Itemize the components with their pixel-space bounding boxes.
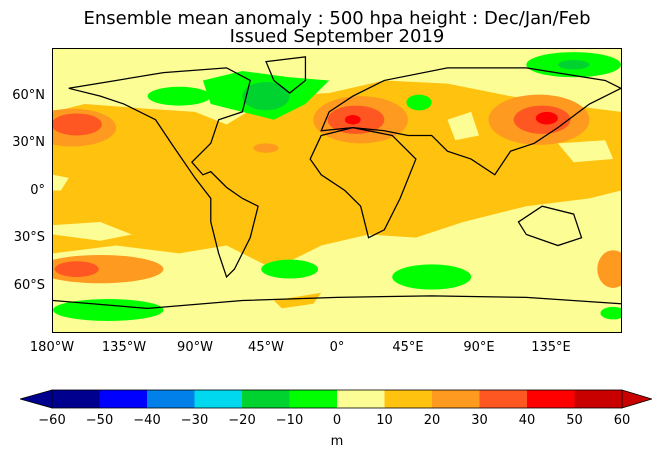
colorbar-segment: [194, 390, 243, 408]
lon-tick: 0°: [329, 340, 345, 355]
lon-tick: 45°E: [392, 340, 424, 355]
colorbar-tick-label: 60: [613, 413, 631, 428]
lat-tick: 60°N: [12, 88, 45, 103]
lat-tick: 60°S: [13, 278, 45, 293]
lat-tick: 0°: [30, 183, 45, 198]
colorbar-segment: [384, 390, 433, 408]
lat-tick: 30°N: [12, 135, 45, 150]
colorbar-outline: [51, 389, 623, 409]
colorbar-segment: [147, 390, 195, 408]
colorbar: [20, 389, 652, 409]
colorbar-extend-low: [20, 389, 53, 409]
map-subtitle: Issued September 2019: [229, 26, 445, 47]
colorbar-unit: m: [330, 434, 344, 449]
colorbar-tick-label: 40: [518, 413, 536, 428]
anomaly-minus20-minus10: [242, 60, 590, 111]
colorbar-segment: [242, 390, 290, 408]
colorbar-segment: [52, 390, 100, 408]
lon-tick: 45°W: [248, 340, 284, 355]
colorbar-tick-label: 50: [566, 413, 583, 428]
colorbar-tick-label: −30: [180, 413, 209, 428]
colorbar-extend-high: [621, 389, 652, 409]
australia-coastline: [517, 205, 583, 247]
lat-tick: 30°S: [13, 230, 45, 245]
anomaly-minus10-0: [53, 52, 621, 321]
colorbar-tick-label: −10: [275, 413, 304, 428]
colorbar-segment: [479, 390, 528, 408]
colorbar-segment: [99, 390, 148, 408]
colorbar-tick-label: −20: [228, 413, 256, 428]
colorbar-segment: [289, 390, 338, 408]
lon-tick: 180°W: [29, 340, 75, 355]
anomaly-40-50: [344, 111, 558, 125]
colorbar-tick-label: −40: [133, 413, 161, 428]
map-title: Ensemble mean anomaly : 500 hpa height :…: [83, 8, 591, 29]
coastlines: [53, 56, 621, 310]
americas-coastline: [68, 67, 259, 279]
lon-tick: 135°E: [531, 340, 571, 355]
antarctica-coastline: [53, 295, 621, 310]
colorbar-tick-label: 0: [332, 413, 342, 428]
lon-tick: 135°W: [101, 340, 147, 355]
colorbar-segment: [574, 390, 623, 408]
colorbar-segment: [337, 390, 385, 408]
colorbar-segment: [432, 390, 480, 408]
colorbar-tick-label: 20: [423, 413, 441, 428]
lon-tick: 90°W: [177, 340, 213, 355]
greenland-coastline: [265, 56, 307, 94]
eurasia-coastline: [320, 67, 621, 176]
colorbar-tick-label: −50: [85, 413, 114, 428]
africa-coastline: [309, 126, 417, 239]
anomaly-10-20: [53, 80, 621, 309]
colorbar-segment: [527, 390, 575, 408]
lon-tick: 90°E: [463, 340, 495, 355]
anomaly-map: [52, 48, 622, 333]
colorbar-tick-label: −60: [38, 413, 66, 428]
colorbar-tick-label: 10: [376, 413, 393, 428]
colorbar-tick-label: 30: [471, 413, 488, 428]
